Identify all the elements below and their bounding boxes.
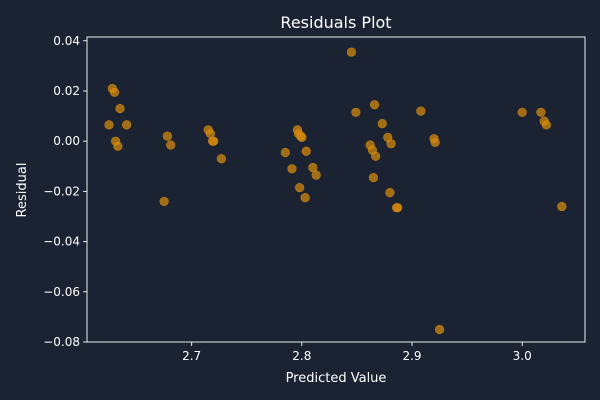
data-point [518,108,527,117]
data-point [160,197,169,206]
y-tick-label: −0.02 [43,184,80,198]
data-point [387,139,396,148]
data-point [298,133,307,142]
data-point [312,171,321,180]
data-point [558,202,567,211]
data-point [386,188,395,197]
data-point [166,141,175,150]
y-tick-label: −0.08 [43,335,80,349]
data-point [122,121,131,130]
data-point [537,108,546,117]
data-point [114,142,123,151]
x-tick-label: 2.9 [402,349,421,363]
y-tick-label: −0.04 [43,235,80,249]
data-point [371,152,380,161]
data-point [431,138,440,147]
x-tick-label: 3.0 [513,349,532,363]
data-point [435,325,444,334]
data-point [281,148,290,157]
chart-title: Residuals Plot [280,13,391,32]
data-point [116,104,125,113]
data-point [302,147,311,156]
data-point [209,137,218,146]
data-point [301,193,310,202]
y-tick-label: 0.04 [53,34,80,48]
data-point [352,108,361,117]
data-point [288,164,297,173]
data-point [110,88,119,97]
data-point [370,100,379,109]
data-point [369,173,378,182]
data-point [105,121,114,130]
data-point [163,132,172,141]
data-point [217,154,226,163]
x-tick-label: 2.7 [182,349,201,363]
data-point [378,119,387,128]
data-point [295,183,304,192]
data-point [347,48,356,57]
x-axis-label: Predicted Value [286,371,387,386]
y-tick-label: −0.06 [43,285,80,299]
data-point [393,203,402,212]
data-point [542,121,551,130]
y-tick-label: 0.02 [53,84,80,98]
data-point [417,107,426,116]
y-axis-label: Residual [15,163,30,218]
x-tick-label: 2.8 [292,349,311,363]
y-tick-label: 0.00 [53,134,80,148]
